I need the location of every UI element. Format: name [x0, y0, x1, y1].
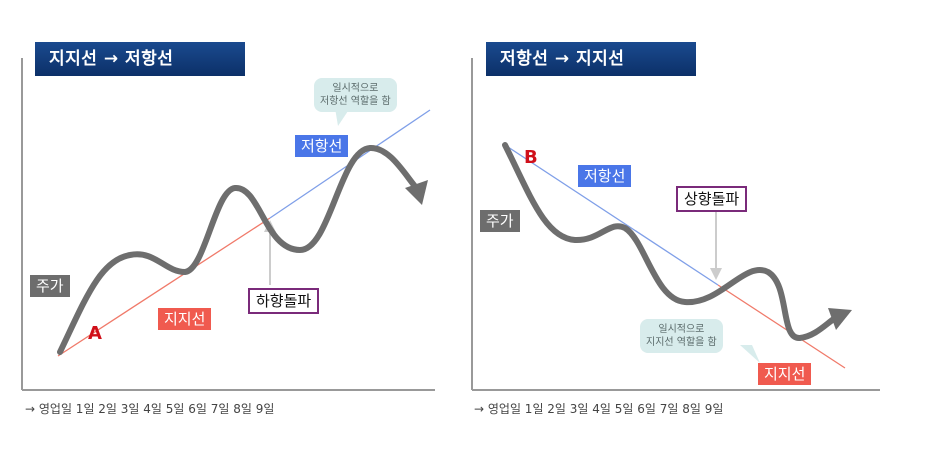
right-resistance-label: 저항선 — [578, 165, 632, 187]
left-point-label: A — [88, 323, 102, 344]
left-x-axis-label: → 영업일 1일 2일 3일 4일 5일 6일 7일 8일 9일 — [25, 402, 275, 416]
left-note-bubble: 일시적으로 저항선 역할을 함 — [314, 78, 397, 112]
left-breakout-label: 하향돌파 — [248, 288, 320, 314]
right-bubble-tail — [740, 345, 760, 363]
left-bubble-tail — [335, 108, 350, 126]
right-note-bubble: 일시적으로 지지선 역할을 함 — [640, 319, 723, 353]
right-stock-curve — [502, 142, 838, 341]
right-bubble-line2: 지지선 역할을 함 — [646, 337, 717, 348]
right-bubble-line1: 일시적으로 — [658, 324, 705, 335]
left-bubble-line1: 일시적으로 — [332, 83, 379, 94]
right-breakout-label: 상향돌파 — [676, 186, 748, 212]
right-stock-arrowhead — [828, 308, 852, 330]
right-break-arrow — [710, 212, 722, 280]
left-bubble-line2: 저항선 역할을 함 — [320, 96, 391, 107]
right-support-label: 지지선 — [758, 363, 812, 385]
left-support-line — [57, 217, 271, 357]
left-stock-arrowhead — [405, 180, 428, 205]
left-stock-label: 주가 — [30, 275, 70, 297]
right-point-label: B — [524, 147, 538, 168]
left-support-label: 지지선 — [158, 308, 212, 330]
left-stock-curve — [57, 145, 421, 355]
right-resistance-line — [504, 144, 719, 286]
right-panel-title: 저항선 → 지지선 — [486, 42, 696, 76]
left-axes — [21, 58, 435, 391]
right-stock-label: 주가 — [480, 210, 520, 232]
right-axes — [471, 58, 880, 391]
left-panel-title: 지지선 → 저항선 — [35, 42, 245, 76]
right-support-line — [717, 284, 846, 369]
left-resistance-label: 저항선 — [295, 135, 349, 157]
right-x-axis-label: → 영업일 1일 2일 3일 4일 5일 6일 7일 8일 9일 — [474, 402, 724, 416]
